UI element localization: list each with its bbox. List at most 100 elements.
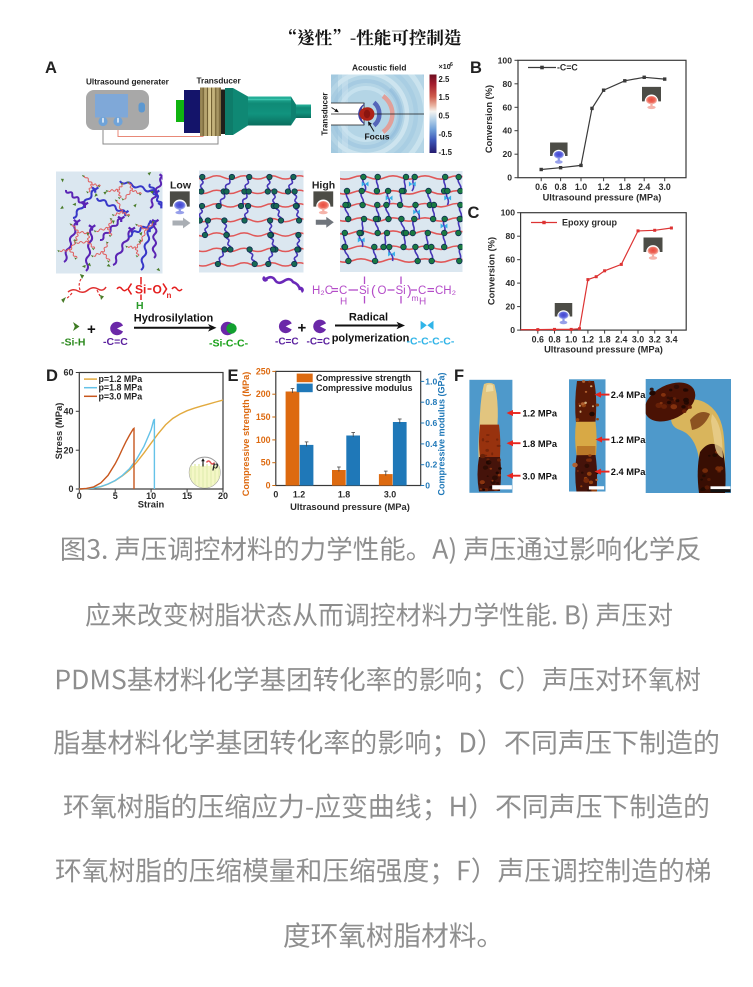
svg-text:C: C — [418, 285, 426, 297]
svg-text:Ultrasound pressure (MPa): Ultrasound pressure (MPa) — [544, 345, 663, 355]
svg-text:0.8: 0.8 — [548, 335, 560, 345]
svg-text:0: 0 — [507, 173, 512, 183]
svg-text:×10: ×10 — [439, 62, 451, 71]
svg-text:E: E — [228, 367, 239, 385]
svg-text:polymerization: polymerization — [332, 333, 410, 345]
svg-text:Compressive modulus (GPa): Compressive modulus (GPa) — [437, 372, 447, 495]
svg-text:-C=C: -C=C — [307, 337, 331, 348]
svg-text:0.6: 0.6 — [535, 182, 547, 192]
svg-text:10: 10 — [146, 491, 156, 501]
svg-text:-C-C-C-C-: -C-C-C-C- — [407, 336, 455, 348]
svg-text:2.5: 2.5 — [439, 75, 451, 84]
svg-text:O: O — [378, 285, 387, 297]
svg-text:0.4: 0.4 — [425, 439, 437, 449]
svg-text:1.0: 1.0 — [565, 335, 577, 345]
svg-text:Transducer: Transducer — [197, 77, 242, 86]
svg-text:20: 20 — [218, 491, 228, 501]
svg-text:50: 50 — [261, 458, 271, 468]
svg-text:Stress (MPa): Stress (MPa) — [53, 403, 64, 460]
svg-text:p=1.2 MPa: p=1.2 MPa — [99, 374, 143, 384]
svg-text:60: 60 — [505, 255, 515, 265]
svg-text:Strain: Strain — [138, 499, 165, 510]
svg-text:Compressive modulus: Compressive modulus — [316, 383, 413, 393]
svg-text:): ) — [407, 282, 412, 298]
svg-text:15: 15 — [182, 491, 192, 501]
svg-text:0: 0 — [510, 325, 515, 335]
svg-text:Radical: Radical — [349, 312, 388, 324]
svg-text:0: 0 — [425, 481, 430, 491]
svg-text:1.0: 1.0 — [575, 182, 587, 192]
svg-text:Si: Si — [359, 285, 369, 297]
svg-text:F: F — [454, 367, 464, 385]
svg-text:3.2: 3.2 — [649, 335, 661, 345]
svg-text:D: D — [46, 367, 58, 385]
svg-text:1.8: 1.8 — [338, 490, 350, 500]
svg-text:Epoxy group: Epoxy group — [562, 218, 618, 228]
svg-text:-C=C: -C=C — [103, 336, 128, 348]
svg-text:-C=C: -C=C — [275, 337, 299, 348]
svg-text:3.0: 3.0 — [659, 182, 671, 192]
svg-text:Low: Low — [170, 180, 192, 192]
svg-text:Si: Si — [396, 285, 406, 297]
svg-text:Acoustic field: Acoustic field — [352, 63, 406, 73]
svg-text:20: 20 — [502, 149, 512, 159]
svg-text:Conversion (%): Conversion (%) — [484, 85, 494, 153]
svg-text:0.6: 0.6 — [532, 335, 544, 345]
svg-text:2.4: 2.4 — [615, 335, 627, 345]
svg-text:1.2 MPa: 1.2 MPa — [522, 409, 557, 419]
svg-text:p=3.0 MPa: p=3.0 MPa — [99, 391, 143, 401]
svg-text:p: p — [212, 461, 219, 472]
svg-text:(: ( — [371, 282, 376, 298]
svg-text:H: H — [340, 297, 347, 308]
svg-text:+: + — [298, 320, 307, 337]
svg-text:1.8 MPa: 1.8 MPa — [522, 439, 557, 449]
svg-text:n: n — [167, 291, 172, 300]
svg-text:80: 80 — [505, 231, 515, 241]
svg-text:1.2: 1.2 — [597, 182, 609, 192]
svg-text:+: + — [87, 321, 96, 338]
svg-text:40: 40 — [505, 278, 515, 288]
svg-text:2.4: 2.4 — [638, 182, 650, 192]
svg-text:1.2: 1.2 — [293, 490, 305, 500]
svg-text:0: 0 — [77, 491, 82, 501]
svg-text:High: High — [312, 180, 335, 192]
svg-text:Ultrasound pressure (MPa): Ultrasound pressure (MPa) — [543, 193, 662, 203]
svg-text:CH₂: CH₂ — [435, 285, 456, 297]
svg-text:200: 200 — [256, 389, 271, 399]
svg-text:0.5: 0.5 — [439, 112, 451, 121]
svg-text:40: 40 — [63, 407, 73, 417]
svg-text:1.8: 1.8 — [619, 182, 631, 192]
svg-text:O: O — [153, 283, 162, 297]
svg-text:3.0: 3.0 — [384, 490, 396, 500]
svg-text:250: 250 — [256, 366, 271, 376]
svg-text:3.0 MPa: 3.0 MPa — [522, 471, 557, 481]
svg-text:Compressive strength (MPa): Compressive strength (MPa) — [241, 372, 251, 497]
svg-text:Compressive strength: Compressive strength — [316, 373, 411, 383]
svg-text:100: 100 — [498, 55, 513, 65]
svg-text:Transducer: Transducer — [321, 92, 330, 135]
svg-text:H: H — [136, 300, 144, 312]
svg-text:80: 80 — [502, 79, 512, 89]
svg-text:A: A — [45, 59, 57, 77]
svg-text:2.4 MPa: 2.4 MPa — [611, 467, 646, 477]
svg-text:C: C — [468, 204, 480, 222]
svg-text:Conversion (%): Conversion (%) — [487, 237, 497, 305]
svg-text:100: 100 — [256, 435, 271, 445]
svg-text:Hydrosilylation: Hydrosilylation — [134, 313, 214, 325]
svg-text:20: 20 — [505, 302, 515, 312]
svg-text:40: 40 — [502, 126, 512, 136]
svg-text:1.8: 1.8 — [598, 335, 610, 345]
svg-text:60: 60 — [63, 368, 73, 378]
svg-text:0.2: 0.2 — [425, 460, 437, 470]
svg-text:-Si-C-C-: -Si-C-C- — [209, 338, 249, 350]
svg-text:H: H — [419, 297, 426, 308]
svg-text:150: 150 — [256, 412, 271, 422]
svg-text:Ultrasound generater: Ultrasound generater — [86, 78, 170, 87]
svg-text:100: 100 — [501, 208, 516, 218]
svg-text:0.8: 0.8 — [554, 182, 566, 192]
svg-text:Focus: Focus — [364, 132, 389, 142]
svg-text:0: 0 — [266, 481, 271, 491]
svg-text:0: 0 — [273, 490, 278, 500]
svg-text:6: 6 — [450, 62, 453, 68]
svg-text:20: 20 — [63, 445, 73, 455]
